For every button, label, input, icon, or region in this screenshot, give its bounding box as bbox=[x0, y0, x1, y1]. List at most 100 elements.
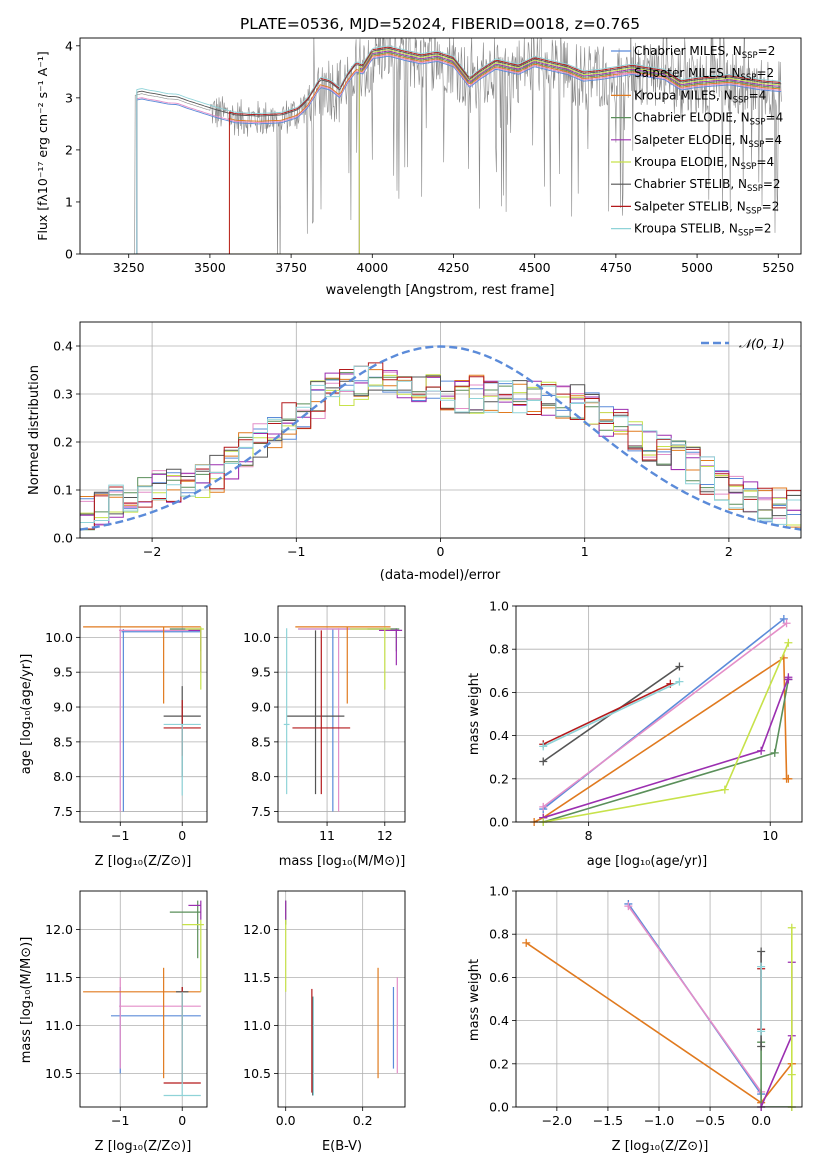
weight-marker bbox=[539, 742, 548, 751]
observed-spectrum bbox=[93, 38, 782, 254]
weight-marker bbox=[675, 677, 684, 686]
histogram-xlabel: (data-model)/error bbox=[380, 568, 501, 583]
y-tick-label: 2 bbox=[65, 142, 73, 157]
legend-label: Kroupa ELODIE, NSSP=4 bbox=[634, 155, 774, 172]
legend-suffix: =2 bbox=[754, 222, 772, 236]
weight-marker bbox=[757, 947, 766, 956]
weight-marker bbox=[522, 938, 531, 947]
weight-marker bbox=[720, 785, 729, 794]
x-tick-label: −1 bbox=[111, 828, 129, 843]
y-tick-label: 10.0 bbox=[243, 630, 271, 645]
y-tick-label: 11.0 bbox=[243, 1018, 271, 1033]
weight-marker bbox=[787, 923, 796, 932]
y-tick-label: 11.0 bbox=[45, 1018, 73, 1033]
legend-label: Kroupa MILES, NSSP=4 bbox=[634, 88, 766, 105]
legend-suffix: =2 bbox=[756, 66, 774, 80]
model-spectrum-6 bbox=[125, 48, 782, 254]
y-tick-label: 3 bbox=[65, 90, 73, 105]
x-tick-label: 8 bbox=[585, 828, 593, 843]
weight-line-5 bbox=[543, 642, 790, 822]
y-tick-label: 0.2 bbox=[489, 1056, 509, 1071]
y-tick-label: 9.5 bbox=[251, 665, 271, 680]
weight-line-1 bbox=[542, 622, 788, 808]
axes-frame bbox=[79, 605, 208, 823]
x-tick-label: 0.0 bbox=[276, 1113, 296, 1128]
mw-z-ylabel: mass weight bbox=[467, 959, 482, 1041]
x-tick-label: 0 bbox=[437, 544, 445, 559]
y-tick-label: 0 bbox=[65, 247, 73, 262]
age-z-ylabel: age [log₁₀(age/yr)] bbox=[19, 654, 34, 775]
x-tick-label: 11 bbox=[319, 828, 335, 843]
spectrum-xlabel: wavelength [Angstrom, rest frame] bbox=[326, 283, 555, 298]
y-tick-label: 8.0 bbox=[251, 769, 271, 784]
model-spectrum-4 bbox=[125, 50, 781, 254]
y-tick-label: 0.4 bbox=[489, 728, 509, 743]
age-vs-Z-panel: −1 0 7.5 8.0 8.5 9.0 9.5 10.0 bbox=[45, 605, 208, 843]
age-mass-xlabel: mass [log₁₀(M/M⊙)] bbox=[279, 854, 406, 869]
y-tick-label: 11.5 bbox=[45, 970, 73, 985]
y-tick-label: 8.0 bbox=[53, 769, 73, 784]
legend-label: Salpeter ELODIE, NSSP=4 bbox=[634, 133, 782, 150]
legend-subscript: SSP bbox=[750, 118, 766, 128]
x-tick-label: 3500 bbox=[194, 260, 226, 275]
x-tick-label: 5000 bbox=[681, 260, 713, 275]
axes-frame bbox=[79, 890, 208, 1108]
mw-z-xlabel: Z [log₁₀(Z/Z⊙)] bbox=[612, 1139, 709, 1154]
spectrum-panel: 3250 3500 3750 4000 4250 4500 4750 5000 5250 0 1 2 3… bbox=[65, 37, 802, 275]
y-tick-label: 0.8 bbox=[489, 642, 509, 657]
legend-suffix: =4 bbox=[766, 111, 784, 125]
y-tick-label: 8.5 bbox=[53, 734, 73, 749]
weight-line-4 bbox=[542, 677, 790, 819]
model-spectrum-0 bbox=[125, 55, 782, 254]
weight-marker bbox=[770, 748, 779, 757]
y-tick-label: 9.0 bbox=[53, 700, 73, 715]
legend-subscript: SSP bbox=[741, 162, 757, 172]
weight-marker bbox=[784, 638, 793, 647]
weight-marker bbox=[539, 757, 548, 766]
legend-label-gauss: 𝒩(0, 1) bbox=[739, 336, 785, 351]
legend-label: Chabrier ELODIE, NSSP=4 bbox=[634, 111, 783, 128]
y-tick-label: 0.1 bbox=[53, 483, 73, 498]
gaussian-curve bbox=[79, 345, 802, 531]
legend-subscript: SSP bbox=[741, 73, 757, 83]
model-spectrum-7 bbox=[125, 46, 781, 254]
y-tick-label: 1.0 bbox=[489, 599, 509, 614]
mass-z-xlabel: Z [log₁₀(Z/Z⊙)] bbox=[95, 1139, 192, 1154]
massweight-vs-age-panel: 8 10 0.0 0.2 0.4 0.6 0.8 1.0 bbox=[489, 599, 803, 843]
legend-label: Kroupa STELIB, NSSP=2 bbox=[634, 222, 772, 239]
x-tick-label: 1 bbox=[581, 544, 589, 559]
mass-vs-Z-panel: −1 0 10.5 11.0 11.5 12.0 bbox=[45, 890, 208, 1128]
y-tick-label: 7.5 bbox=[251, 804, 271, 819]
x-tick-label: −1 bbox=[111, 1113, 129, 1128]
weight-marker bbox=[787, 1070, 796, 1079]
x-tick-label: −1.0 bbox=[644, 1113, 674, 1128]
y-tick-label: 8.5 bbox=[251, 734, 271, 749]
legend-subscript: SSP bbox=[738, 229, 754, 239]
y-tick-label: 4 bbox=[65, 38, 73, 53]
weight-marker bbox=[784, 675, 793, 684]
x-tick-label: 4000 bbox=[356, 260, 388, 275]
x-tick-label: −1.5 bbox=[593, 1113, 623, 1128]
y-tick-label: 0.0 bbox=[489, 815, 509, 830]
y-tick-label: 9.0 bbox=[251, 700, 271, 715]
y-tick-label: 0.0 bbox=[53, 531, 73, 546]
weight-marker bbox=[782, 619, 791, 628]
x-tick-label: 2 bbox=[725, 544, 733, 559]
axes-frame bbox=[515, 605, 803, 823]
weight-line-2 bbox=[533, 656, 789, 822]
model-spectrum-8 bbox=[125, 45, 782, 254]
axes-frame bbox=[515, 890, 803, 1108]
legend-subscript: SSP bbox=[748, 140, 764, 150]
y-tick-label: 0.6 bbox=[489, 970, 509, 985]
y-tick-label: 0.8 bbox=[489, 927, 509, 942]
axes-frame bbox=[277, 890, 406, 1108]
y-tick-label: 0.2 bbox=[53, 435, 73, 450]
weight-marker bbox=[539, 802, 548, 811]
y-tick-label: 10.0 bbox=[45, 630, 73, 645]
weight-marker bbox=[675, 662, 684, 671]
y-tick-label: 0.4 bbox=[489, 1013, 509, 1028]
y-tick-label: 1 bbox=[65, 194, 73, 209]
axes-frame bbox=[79, 321, 802, 539]
y-tick-label: 0.2 bbox=[489, 771, 509, 786]
histogram-ylabel: Normed distribution bbox=[27, 365, 42, 495]
